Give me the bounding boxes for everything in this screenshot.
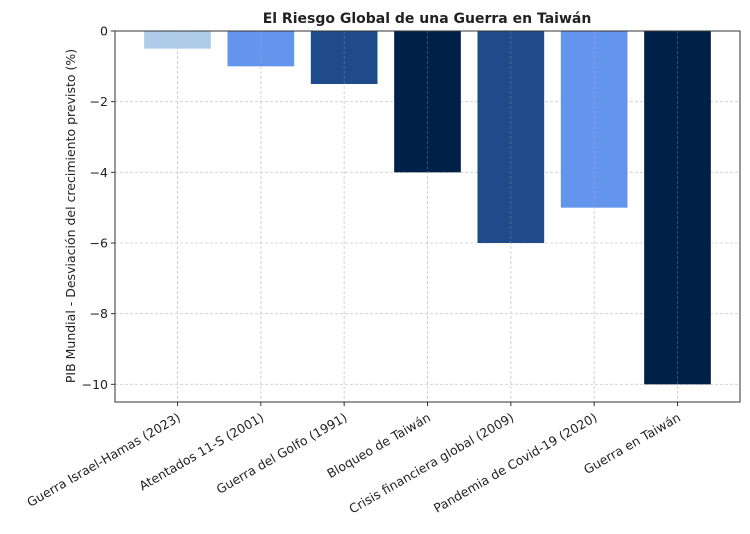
x-tick-label: Crisis financiera global (2009) (346, 410, 516, 517)
bar-0 (144, 31, 211, 49)
y-tick-label: −4 (90, 165, 108, 180)
bar-2 (310, 31, 378, 84)
x-tick-label: Guerra Israel-Hamas (2023) (24, 410, 183, 510)
x-tick-label: Guerra del Golfo (1991) (214, 410, 350, 497)
y-axis-label: PIB Mundial - Desviación del crecimiento… (63, 49, 78, 383)
bar-3 (394, 31, 461, 173)
bar-5 (560, 31, 628, 208)
y-tick-label: 0 (100, 24, 108, 39)
y-tick-label: −2 (90, 94, 108, 109)
bar-6 (644, 31, 711, 385)
chart-title: El Riesgo Global de una Guerra en Taiwán (263, 11, 592, 27)
y-tick-label: −8 (90, 306, 108, 321)
x-tick-label: Pandemia de Covid-19 (2020) (431, 410, 600, 516)
bar-4 (477, 31, 545, 243)
bar-1 (227, 31, 295, 67)
y-tick-label: −10 (82, 377, 108, 392)
y-tick-label: −6 (90, 236, 108, 251)
